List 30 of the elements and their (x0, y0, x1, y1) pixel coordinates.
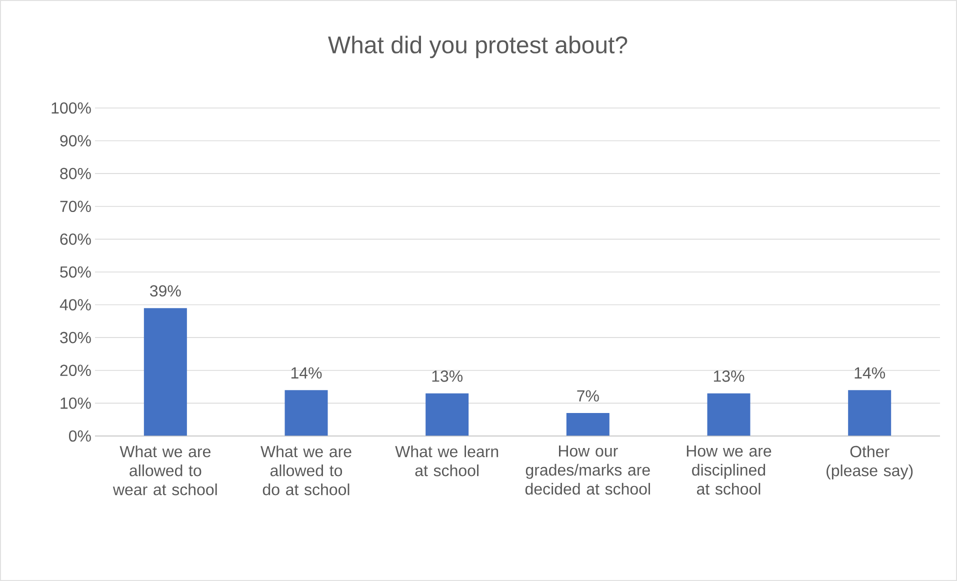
data-label: 13% (714, 370, 744, 382)
chart-title: What did you protest about? (328, 36, 628, 58)
bar (144, 308, 187, 436)
y-tick-label: 100% (52, 102, 91, 114)
data-label: 13% (432, 370, 463, 382)
x-tick-label: What we learn at school (395, 446, 498, 476)
y-tick-label: 40% (60, 299, 91, 310)
bar (566, 413, 610, 436)
y-tick-label: 20% (60, 364, 91, 376)
bar (707, 393, 750, 436)
x-tick-label: Other (please say) (826, 446, 913, 480)
y-tick-label: 70% (60, 200, 91, 212)
y-tick-label: 60% (60, 234, 91, 245)
data-label: 14% (854, 367, 886, 379)
data-label: 14% (291, 367, 322, 379)
y-tick-label: 0% (68, 430, 91, 442)
bar (284, 390, 328, 436)
x-tick-label: What we are allowed to wear at school (112, 446, 217, 496)
x-tick-label: How we are disciplined at school (686, 445, 772, 495)
data-label: 39% (150, 285, 181, 297)
y-tick-label: 30% (60, 332, 91, 344)
y-tick-label: 80% (60, 168, 91, 180)
x-tick-label: What we are allowed to do at school (260, 446, 352, 496)
bar (426, 393, 469, 436)
data-label: 7% (577, 390, 599, 402)
y-tick-label: 90% (60, 135, 91, 146)
bar (848, 390, 892, 436)
y-tick-label: 50% (60, 266, 91, 278)
x-tick-label: How our grades/marks are decided at school (525, 445, 650, 495)
y-tick-label: 10% (60, 398, 91, 409)
